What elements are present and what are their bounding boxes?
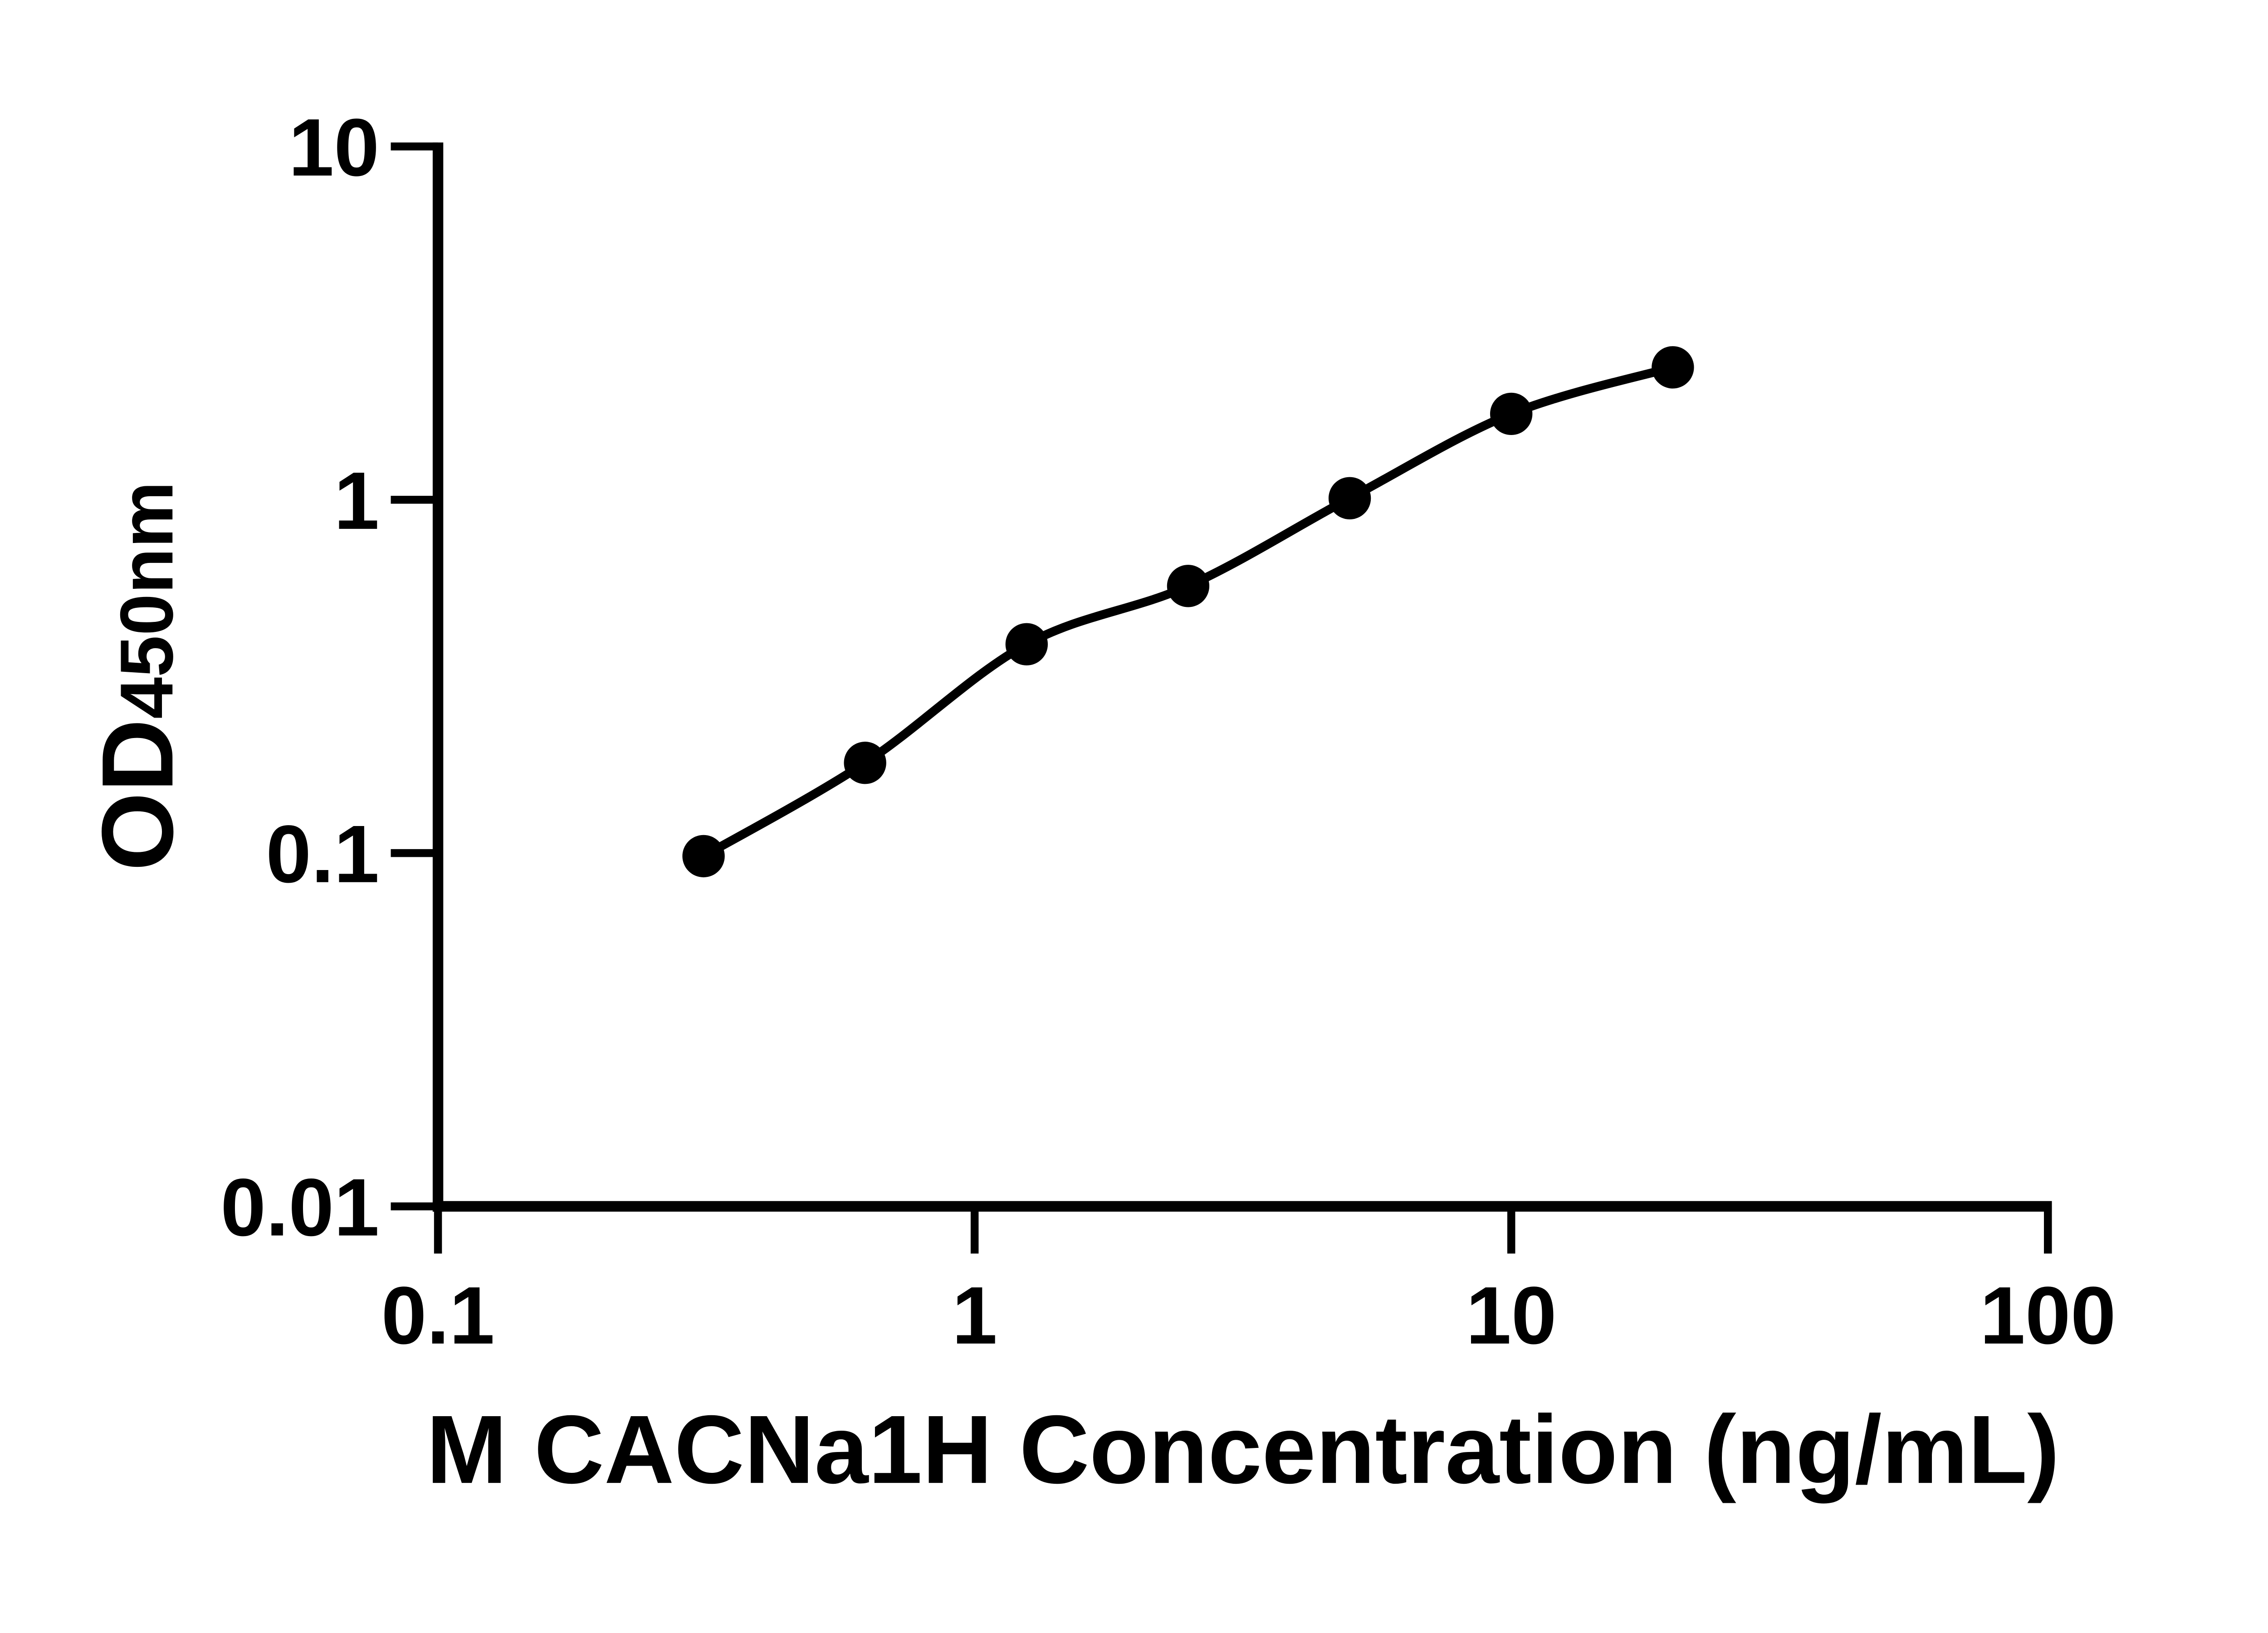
x-axis-title: M CACNa1H Concentration (ng/mL) [426,1395,2060,1504]
x-tick-label: 1 [952,1270,997,1361]
x-tick-label: 0.1 [381,1270,495,1361]
y-axis-tick-labels: 10 1 0.1 0.01 [220,102,379,1253]
y-axis-title-main: OD [81,719,194,871]
data-point [844,742,886,784]
y-axis-title-sub: 450nm [105,481,189,719]
x-axis-ticks [434,1206,2052,1254]
y-axis-title: OD450nm [81,481,194,871]
axes [432,142,2052,1212]
y-tick-label: 0.1 [266,809,379,900]
data-point [1652,346,1694,389]
data-point [1328,477,1371,519]
data-points [682,346,1694,878]
y-tick-label: 0.01 [220,1162,379,1253]
data-point [1005,623,1048,665]
x-tick-label: 10 [1466,1270,1557,1361]
data-point [682,835,725,878]
y-tick-label: 1 [334,455,379,547]
data-point [1167,565,1210,607]
y-axis-ticks [391,142,438,1211]
x-tick-label: 100 [1980,1270,2116,1361]
x-axis-tick-labels: 0.1 1 10 100 [381,1270,2116,1361]
data-point [1490,392,1533,435]
fitted-curve [701,363,1674,860]
elisa-standard-curve-figure: 0.1 1 10 100 10 1 0.1 0.01 M CACNa1H Concentra… [81,102,2116,1504]
y-tick-label: 10 [288,102,379,193]
fit-line [701,363,1674,860]
